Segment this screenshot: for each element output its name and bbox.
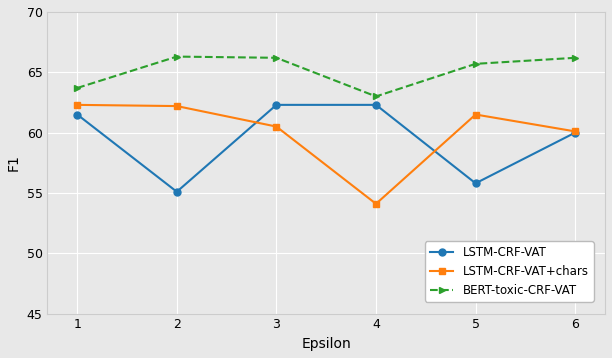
Line: LSTM-CRF-VAT+chars: LSTM-CRF-VAT+chars [74, 101, 579, 207]
Line: LSTM-CRF-VAT: LSTM-CRF-VAT [74, 101, 579, 195]
LSTM-CRF-VAT [273, 103, 280, 107]
LSTM-CRF-VAT [73, 112, 81, 117]
LSTM-CRF-VAT [372, 103, 379, 107]
BERT-toxic-CRF-VAT [73, 86, 81, 90]
LSTM-CRF-VAT+chars [572, 129, 579, 134]
LSTM-CRF-VAT+chars [372, 202, 379, 206]
LSTM-CRF-VAT [173, 190, 181, 194]
LSTM-CRF-VAT+chars [472, 112, 479, 117]
Line: BERT-toxic-CRF-VAT: BERT-toxic-CRF-VAT [74, 53, 579, 100]
BERT-toxic-CRF-VAT [372, 94, 379, 98]
LSTM-CRF-VAT+chars [273, 125, 280, 129]
LSTM-CRF-VAT+chars [73, 103, 81, 107]
LSTM-CRF-VAT [472, 181, 479, 185]
BERT-toxic-CRF-VAT [472, 62, 479, 66]
BERT-toxic-CRF-VAT [173, 54, 181, 59]
LSTM-CRF-VAT+chars [173, 104, 181, 108]
Y-axis label: F1: F1 [7, 154, 21, 171]
BERT-toxic-CRF-VAT [572, 55, 579, 60]
X-axis label: Epsilon: Epsilon [301, 337, 351, 351]
BERT-toxic-CRF-VAT [273, 55, 280, 60]
Legend: LSTM-CRF-VAT, LSTM-CRF-VAT+chars, BERT-toxic-CRF-VAT: LSTM-CRF-VAT, LSTM-CRF-VAT+chars, BERT-t… [425, 241, 594, 302]
LSTM-CRF-VAT [572, 130, 579, 135]
